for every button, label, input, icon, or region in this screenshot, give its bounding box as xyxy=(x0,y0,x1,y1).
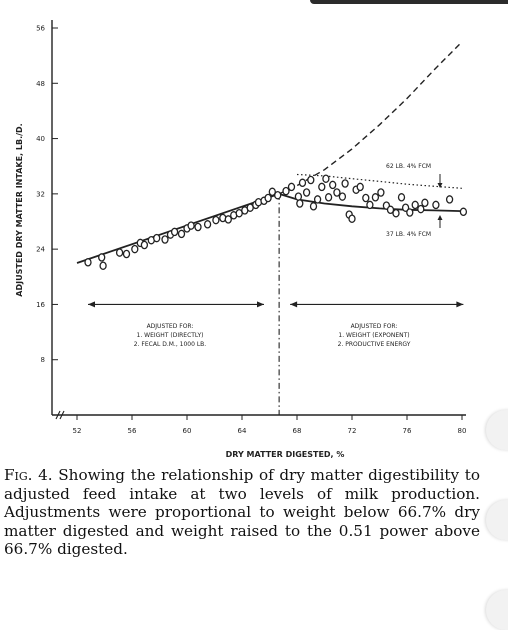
annotation-37lb-arrowhead xyxy=(438,215,443,220)
data-point xyxy=(422,199,428,206)
data-point xyxy=(323,175,329,182)
data-point xyxy=(172,228,178,235)
data-point xyxy=(447,196,453,203)
region-label-line: 1. WEIGHT (DIRECTLY) xyxy=(137,332,204,339)
data-point xyxy=(407,209,413,216)
dashed-extrapolation-line xyxy=(279,42,462,194)
data-point xyxy=(132,246,138,253)
y-ticks: 8 16 24 32 40 48 56 xyxy=(36,25,58,365)
data-point xyxy=(357,183,363,190)
x-tick-label: 56 xyxy=(128,427,137,435)
data-point xyxy=(162,236,168,243)
x-ticks: 52 56 60 64 68 72 76 80 xyxy=(73,415,467,435)
data-point xyxy=(342,180,348,187)
fit-lines xyxy=(77,42,463,415)
data-point xyxy=(205,221,211,228)
region-label-line: 2. FECAL D.M., 1000 LB. xyxy=(134,341,206,348)
data-point xyxy=(275,192,281,199)
x-tick-label: 60 xyxy=(183,427,192,435)
axes xyxy=(52,20,466,419)
data-point xyxy=(188,222,194,229)
data-point xyxy=(319,183,325,190)
data-point xyxy=(289,183,295,190)
annotation-62lb-fcm: 62 LB. 4% FCM xyxy=(386,163,431,170)
region-label-line: ADJUSTED FOR: xyxy=(351,323,398,330)
data-point xyxy=(378,189,384,196)
data-point xyxy=(295,193,301,200)
data-point xyxy=(363,194,369,201)
x-tick-label: 72 xyxy=(348,427,357,435)
data-point xyxy=(349,215,355,222)
y-tick-label: 56 xyxy=(36,25,45,33)
chart: 52 56 60 64 68 72 76 80 8 16 24 32 40 48 56 ADJUSTED … xyxy=(0,0,508,460)
side-scroll-button-middle[interactable] xyxy=(486,500,508,540)
data-point xyxy=(99,254,105,261)
left-region-arrowhead-left xyxy=(88,301,95,307)
left-region-arrowhead-right xyxy=(257,301,264,307)
data-point xyxy=(339,193,345,200)
data-point xyxy=(393,210,399,217)
data-point xyxy=(304,189,310,196)
x-tick-label: 76 xyxy=(403,427,412,435)
data-point xyxy=(372,194,378,201)
data-point xyxy=(141,241,147,248)
data-point xyxy=(433,201,439,208)
side-scroll-button-bottom[interactable] xyxy=(486,590,508,630)
data-point xyxy=(100,262,106,269)
data-point xyxy=(195,223,201,230)
x-tick-label: 64 xyxy=(238,427,247,435)
data-point xyxy=(179,230,185,237)
region-label-line: ADJUSTED FOR: xyxy=(147,323,194,330)
data-point xyxy=(300,179,306,186)
region-label-line: 1. WEIGHT (EXPONENT) xyxy=(338,332,409,339)
data-point xyxy=(367,201,373,208)
y-tick-label: 40 xyxy=(36,135,45,143)
data-point xyxy=(308,176,314,183)
y-tick-label: 8 xyxy=(41,356,45,364)
x-tick-label: 80 xyxy=(458,427,467,435)
data-point xyxy=(399,194,405,201)
data-point xyxy=(213,217,219,224)
data-point xyxy=(297,200,303,207)
caption-text: Showing the relationship of dry matter d… xyxy=(4,466,480,558)
y-tick-label: 16 xyxy=(36,301,45,309)
figure-caption: Fig. 4. Showing the relationship of dry … xyxy=(4,466,480,559)
y-tick-label: 24 xyxy=(36,246,45,254)
data-points xyxy=(85,175,466,269)
annotation-37lb-fcm: 37 LB. 4% FCM xyxy=(386,231,431,238)
data-point xyxy=(124,250,130,257)
data-point xyxy=(311,203,317,210)
data-point xyxy=(330,181,336,188)
data-point xyxy=(117,249,123,256)
data-point xyxy=(154,235,160,242)
data-point xyxy=(326,194,332,201)
y-tick-label: 32 xyxy=(36,190,45,198)
figure-label: Fig. 4. xyxy=(4,466,53,484)
x-tick-label: 68 xyxy=(293,427,302,435)
data-point xyxy=(412,201,418,208)
data-point xyxy=(85,259,91,266)
y-tick-label: 48 xyxy=(36,80,45,88)
right-region-arrowhead-right xyxy=(456,301,463,307)
y-axis-label: ADJUSTED DRY MATTER INTAKE, LB./D. xyxy=(15,123,24,296)
region-label-line: 2. PRODUCTIVE ENERGY xyxy=(338,341,411,348)
x-axis-label: DRY MATTER DIGESTED, % xyxy=(226,450,345,459)
right-region-arrowhead-left xyxy=(290,301,297,307)
data-point xyxy=(315,196,321,203)
x-tick-label: 52 xyxy=(73,427,82,435)
data-point xyxy=(460,208,466,215)
